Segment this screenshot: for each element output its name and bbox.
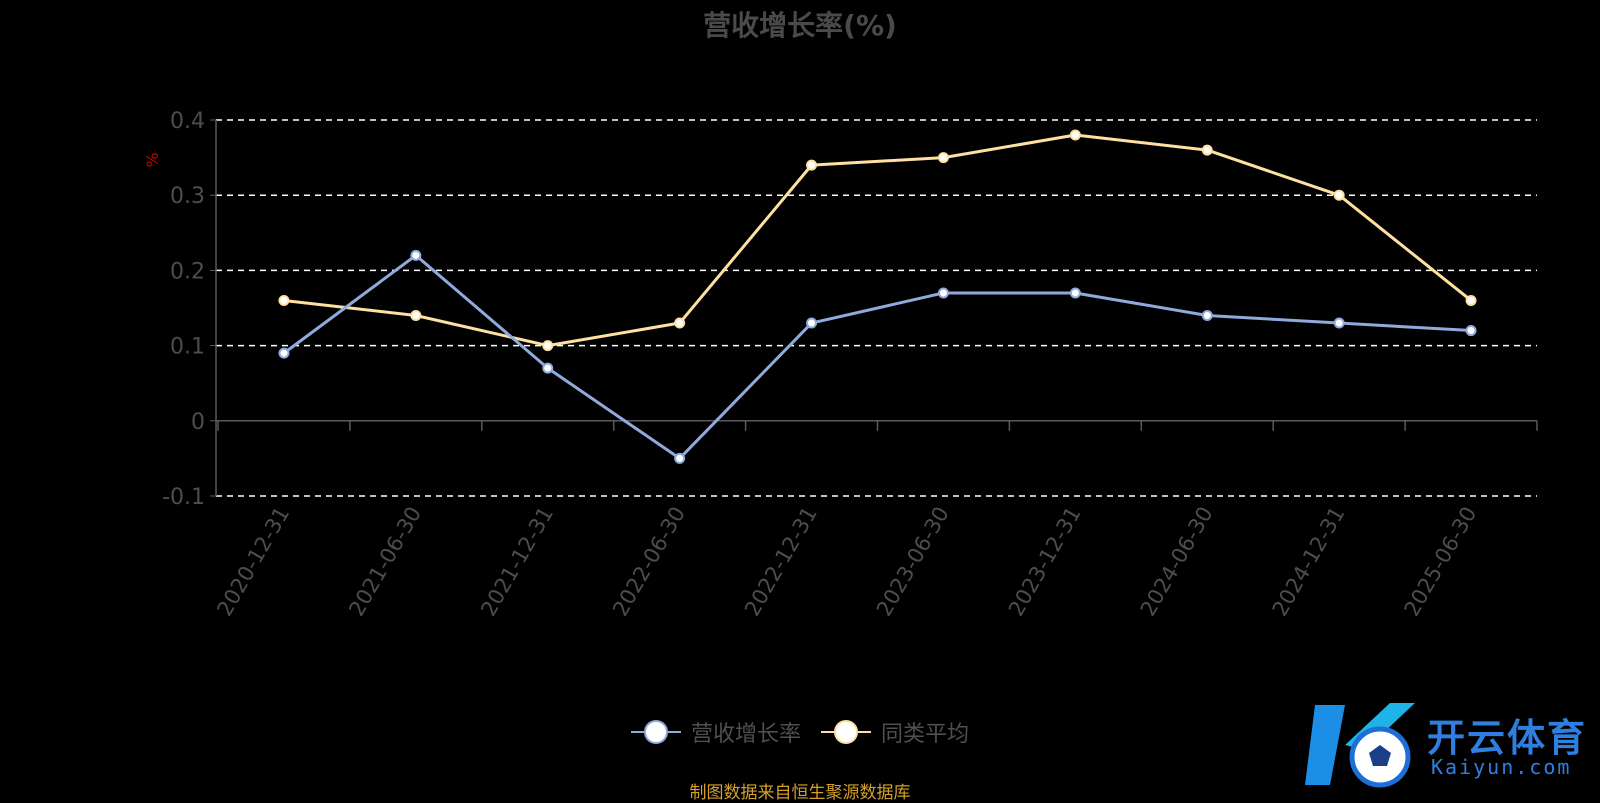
- x-tick-label: 2025-06-30: [1400, 503, 1482, 621]
- y-tick-label: 0: [191, 410, 205, 435]
- data-point[interactable]: [674, 317, 686, 329]
- legend-item-avg[interactable]: 同类平均: [821, 716, 969, 748]
- y-tick-label: -0.1: [162, 485, 205, 510]
- watermark-text-cn: 开云体育: [1427, 716, 1588, 760]
- x-tick-label: 2021-12-31: [476, 503, 558, 621]
- y-tick-label: 0.3: [170, 184, 205, 209]
- x-tick-label: 2022-12-31: [740, 503, 822, 621]
- data-point[interactable]: [1465, 294, 1477, 306]
- y-tick-label: 0.1: [170, 335, 205, 360]
- legend-label-self: 营收增长率: [690, 722, 801, 747]
- y-tick-label: 0.4: [170, 109, 205, 134]
- x-tick-label: 2023-06-30: [872, 502, 954, 620]
- series-line-self: [283, 253, 1472, 460]
- data-point[interactable]: [674, 452, 686, 464]
- axes: 0.4 0.3 0.2 0.1 0 -0.1 2020-12-31 2021-06-30 202…: [162, 109, 1538, 621]
- legend-line-marker-icon: [821, 720, 871, 744]
- data-point[interactable]: [806, 317, 818, 329]
- data-point[interactable]: [806, 159, 818, 171]
- x-tick-label: 2020-12-31: [212, 503, 294, 621]
- y-axis-unit-label: %: [143, 152, 162, 167]
- data-point[interactable]: [1069, 287, 1081, 299]
- y-tick-label: 0.2: [170, 259, 205, 284]
- watermark-text-en: Kaiyun.com: [1431, 755, 1572, 779]
- legend-line-marker-icon: [630, 720, 681, 744]
- series-lines: [278, 129, 1477, 464]
- data-point[interactable]: [542, 362, 554, 374]
- source-note: 制图数据来自恒生聚源数据库: [689, 783, 911, 803]
- legend-label-avg: 同类平均: [881, 722, 970, 747]
- legend: 营收增长率 同类平均: [0, 716, 1600, 748]
- data-point[interactable]: [937, 152, 949, 164]
- x-tick-label: 2024-12-31: [1268, 503, 1350, 621]
- data-point[interactable]: [278, 294, 290, 306]
- data-point[interactable]: [1069, 129, 1081, 141]
- data-point[interactable]: [1333, 189, 1345, 201]
- data-point[interactable]: [410, 249, 422, 261]
- chart-title: 营收增长率(%): [703, 9, 897, 42]
- x-tick-label: 2023-12-31: [1004, 503, 1086, 621]
- x-tick-label: 2021-06-30: [344, 502, 426, 620]
- data-point[interactable]: [1465, 325, 1477, 337]
- data-point[interactable]: [1201, 310, 1213, 322]
- data-point[interactable]: [1333, 317, 1345, 329]
- watermark-logo: 开云体育 Kaiyun.com: [1305, 695, 1595, 795]
- data-point[interactable]: [1201, 144, 1213, 156]
- legend-item-self[interactable]: 营收增长率: [630, 716, 801, 748]
- data-point[interactable]: [278, 347, 290, 359]
- data-point[interactable]: [410, 310, 422, 322]
- x-tick-label: 2024-06-30: [1136, 503, 1218, 621]
- soccer-ball-logo-icon: [1305, 703, 1415, 788]
- series-line-avg: [283, 133, 1472, 348]
- data-point[interactable]: [937, 287, 949, 299]
- grid-lines: [216, 119, 1537, 497]
- x-tick-label: 2022-06-30: [608, 503, 690, 621]
- data-point[interactable]: [542, 340, 554, 352]
